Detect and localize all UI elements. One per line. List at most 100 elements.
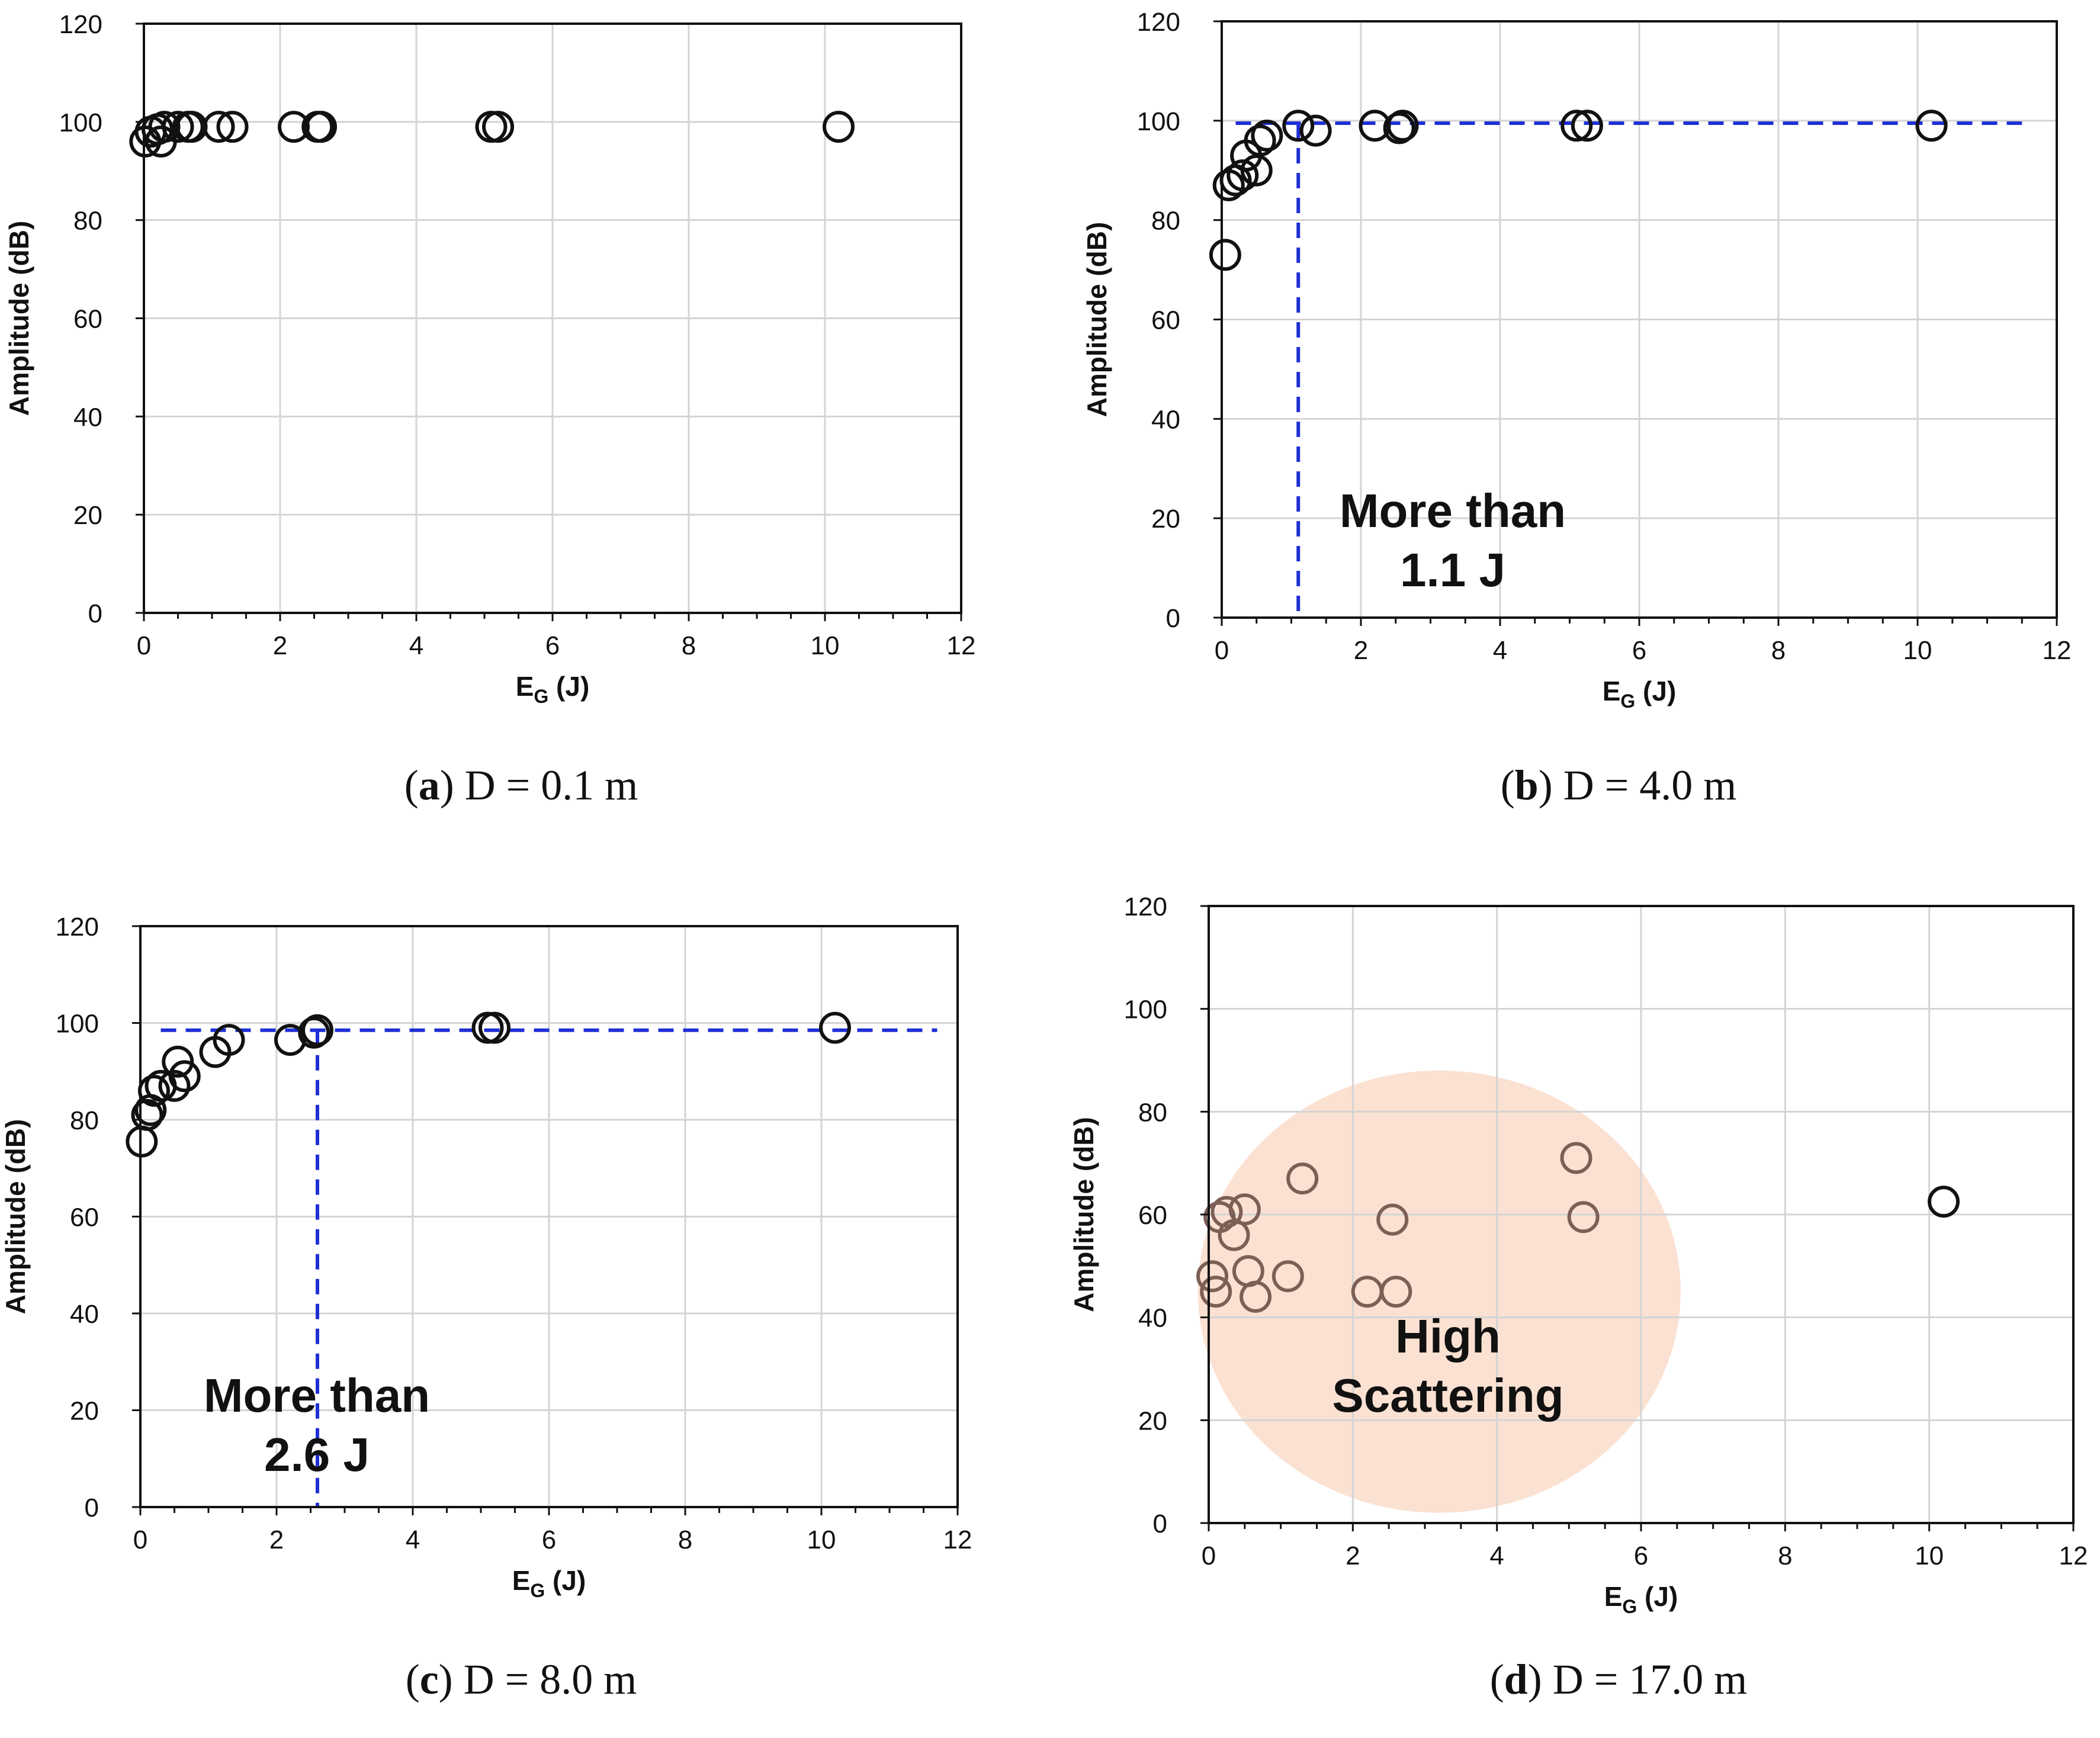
data-point: [482, 111, 514, 143]
data-point: [203, 111, 235, 143]
x-tick-label: 4: [1489, 1541, 1504, 1570]
data-point: [1286, 1162, 1319, 1195]
y-tick-label: 120: [1137, 8, 1180, 37]
data-point: [1200, 1276, 1232, 1308]
x-tick-label: 8: [682, 631, 696, 660]
y-tick-label: 60: [70, 1203, 99, 1232]
y-tick-label: 100: [59, 108, 102, 137]
panel-d: 0 2 4 6 8 10 12 0 20 40 60 80 100 120 EG (J) Amplitude …: [1050, 869, 2100, 1738]
x-tick-label: 8: [1771, 636, 1786, 665]
data-point: [1928, 1186, 1960, 1218]
data-point: [274, 1024, 306, 1056]
data-point: [158, 1069, 191, 1102]
annotation-line-1: High: [1395, 1310, 1501, 1363]
annotation-line-1: More than: [204, 1369, 430, 1422]
data-point: [216, 111, 249, 143]
y-axis-label: Amplitude (dB): [1068, 1117, 1099, 1312]
data-point: [168, 1060, 201, 1093]
data-point: [305, 111, 337, 143]
y-tick-label: 40: [1138, 1304, 1167, 1333]
y-tick-label: 80: [1151, 207, 1180, 236]
x-tick-label: 0: [1202, 1541, 1216, 1570]
x-tick-label: 2: [1354, 636, 1368, 665]
data-point: [475, 111, 508, 143]
y-tick-label: 20: [1138, 1406, 1167, 1435]
y-tick-label: 0: [1166, 604, 1180, 633]
y-tick-label: 120: [59, 10, 102, 39]
x-tick-label: 12: [947, 631, 976, 660]
data-point: [1915, 110, 1948, 142]
data-point: [471, 1011, 504, 1044]
data-point: [1299, 114, 1332, 147]
data-point: [1271, 1260, 1304, 1293]
y-tick-label: 100: [1137, 107, 1180, 136]
y-tick-label: 60: [1138, 1201, 1167, 1230]
x-tick-label: 10: [807, 1525, 836, 1554]
data-point: [1226, 159, 1259, 192]
x-tick-label: 4: [406, 1525, 420, 1554]
x-tick-label: 4: [1493, 636, 1507, 665]
data-point: [298, 1016, 330, 1049]
annotation-line-1: More than: [1340, 484, 1566, 537]
data-point: [1567, 1201, 1600, 1233]
x-tick-label: 10: [1915, 1541, 1944, 1570]
data-point: [1282, 110, 1315, 142]
y-tick-label: 40: [70, 1300, 99, 1329]
x-tick-label: 12: [2059, 1541, 2088, 1570]
panel-a: 0 2 4 6 8 10 12 0 20 40 60 80 100 120 EG (J) Amplitude …: [0, 0, 1050, 869]
y-tick-label: 100: [56, 1010, 99, 1039]
data-point: [162, 1045, 194, 1078]
data-point: [1251, 120, 1283, 152]
data-point: [1560, 110, 1593, 142]
y-axis-label: Amplitude (dB): [0, 1119, 31, 1315]
x-tick-label: 0: [137, 631, 151, 660]
y-tick-label: 40: [73, 403, 102, 432]
caption-b: (b) D = 4.0 m: [1500, 762, 1737, 809]
y-tick-label: 0: [88, 599, 102, 628]
x-tick-label: 8: [678, 1525, 692, 1554]
data-point: [1560, 1142, 1592, 1174]
y-tick-label: 120: [56, 913, 99, 942]
data-point: [1380, 1276, 1412, 1308]
caption-d: (d) D = 17.0 m: [1489, 1656, 1748, 1703]
y-tick-label: 120: [1124, 892, 1167, 921]
data-point: [1383, 112, 1415, 144]
y-tick-label: 0: [85, 1493, 99, 1522]
x-axis-label: EG (J): [1604, 1581, 1678, 1617]
x-tick-label: 2: [1346, 1541, 1360, 1570]
x-tick-label: 4: [409, 631, 423, 660]
data-point: [301, 1014, 333, 1046]
data-point: [131, 1098, 163, 1131]
data-point: [823, 111, 855, 143]
data-point: [126, 1125, 158, 1158]
x-tick-label: 6: [1634, 1541, 1648, 1570]
x-tick-label: 0: [133, 1525, 147, 1554]
data-point: [1228, 1193, 1261, 1226]
x-axis-label: EG (J): [516, 671, 590, 707]
data-point: [1571, 110, 1603, 142]
y-tick-label: 20: [73, 501, 102, 530]
y-tick-label: 60: [73, 305, 102, 334]
data-point: [1209, 239, 1241, 271]
x-tick-label: 10: [811, 631, 840, 660]
y-tick-label: 100: [1124, 995, 1167, 1024]
x-axis-label: EG (J): [1603, 676, 1677, 712]
y-tick-label: 0: [1153, 1509, 1167, 1538]
y-tick-label: 80: [70, 1106, 99, 1135]
x-tick-label: 0: [1215, 636, 1229, 665]
x-tick-label: 2: [273, 631, 287, 660]
caption-c: (c) D = 8.0 m: [405, 1656, 637, 1703]
x-tick-label: 6: [545, 631, 560, 660]
data-point: [819, 1011, 851, 1044]
y-tick-label: 40: [1151, 405, 1180, 434]
y-axis-label: Amplitude (dB): [4, 221, 34, 416]
panel-c: 0 2 4 6 8 10 12 0 20 40 60 80 100 120 EG (J) Amplitude …: [0, 869, 1050, 1738]
x-tick-label: 12: [943, 1525, 972, 1554]
data-point: [1244, 124, 1276, 157]
x-axis-label: EG (J): [512, 1565, 586, 1601]
annotation-line-2: 1.1 J: [1400, 544, 1505, 596]
data-point: [479, 1011, 510, 1044]
